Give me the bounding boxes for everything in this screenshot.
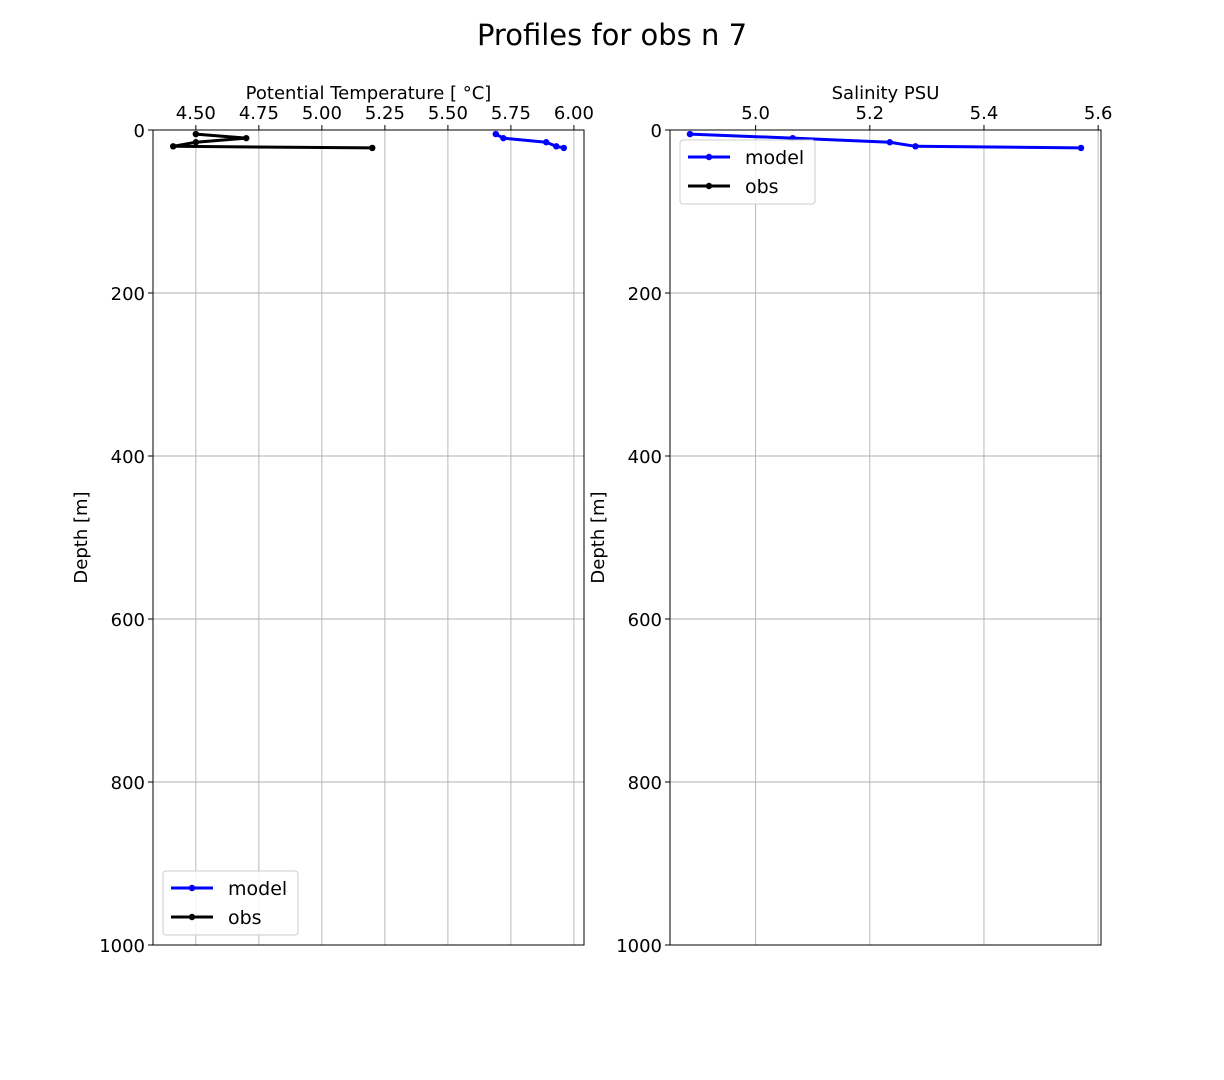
temperature-model-point [492,130,499,138]
temperature-y-tick-label: 200 [111,284,145,305]
temperature-y-tick-label: 0 [134,121,145,142]
temperature-model-point [560,144,568,152]
salinity-y-tick-label: 400 [628,447,662,468]
temperature-legend-model-label: model [228,878,287,900]
salinity-model-point [912,143,919,150]
salinity-y-tick-label: 200 [628,284,662,305]
temperature-x-tick-label: 5.75 [491,103,531,124]
salinity-x-tick-label: 5.2 [855,103,884,124]
temperature-y-tick-label: 1000 [99,936,145,957]
salinity-x-axis-label: Salinity PSU [832,83,940,104]
temperature-x-tick-label: 5.00 [302,103,342,124]
salinity-model-point [686,130,694,138]
temperature-model-point [542,139,550,146]
salinity-y-tick-label: 800 [628,773,662,794]
salinity-legend-model-marker [705,153,713,161]
salinity-y-axis-label: Depth [m] [588,491,609,583]
temperature-obs-point [243,134,250,142]
temperature-axes-frame [152,129,585,946]
temperature-x-tick-label: 4.50 [176,103,216,124]
salinity-y-tick-label: 600 [628,610,662,631]
temperature-obs-point [192,139,200,146]
salinity-legend-model-label: model [745,147,804,169]
temperature-x-tick-label: 6.00 [554,103,594,124]
temperature-legend-obs-label: obs [228,907,262,929]
salinity-profile-panel: 5.0 5.2 5.4 5.6 0 200 400 600 800 1000 Salinity PS… [588,83,1112,957]
temperature-x-axis-label: Potential Temperature [ °C] [246,83,492,104]
temperature-y-tick-label: 400 [111,447,145,468]
temperature-y-tick-label: 600 [111,610,145,631]
temperature-legend-obs-marker [188,913,196,921]
temperature-y-axis-label: Depth [m] [71,491,92,583]
salinity-model-point [886,139,893,146]
temperature-obs-point [369,144,376,152]
temperature-model-point [500,134,507,142]
temperature-profile-panel: 4.50 4.75 5.00 5.25 5.50 5.75 6.00 0 200 400 600 80… [71,83,594,957]
temperature-x-tick-label: 5.25 [365,103,405,124]
temperature-y-tick-label: 800 [111,773,145,794]
salinity-x-tick-label: 5.4 [970,103,999,124]
temperature-model-point [553,143,560,150]
salinity-y-tick-label: 1000 [616,936,662,957]
salinity-axes-frame [669,129,1102,946]
salinity-model-point [1077,144,1085,152]
temperature-legend-model-marker [188,884,196,892]
temperature-obs-point [192,130,200,138]
temperature-x-tick-label: 4.75 [239,103,279,124]
salinity-x-tick-label: 5.6 [1084,103,1113,124]
salinity-legend-obs-marker [705,182,713,190]
salinity-x-tick-label: 5.0 [741,103,770,124]
temperature-x-tick-label: 5.50 [428,103,468,124]
temperature-obs-point [169,143,177,150]
salinity-legend-obs-label: obs [745,176,779,198]
figure-title: Profiles for obs n 7 [477,18,747,52]
salinity-y-tick-label: 0 [651,121,662,142]
